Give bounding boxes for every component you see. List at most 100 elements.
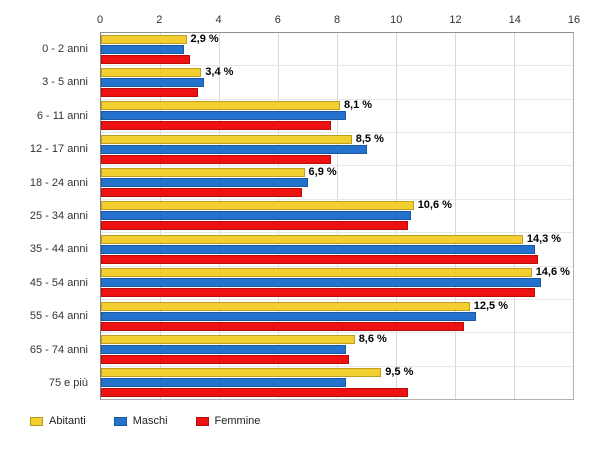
bar-track: 12,5 % bbox=[101, 299, 573, 312]
category-label: 25 - 34 anni bbox=[29, 209, 88, 222]
legend-item-abitanti: Abitanti bbox=[30, 415, 86, 427]
category-label: 18 - 24 anni bbox=[29, 176, 88, 189]
bar-group: 8,5 % bbox=[101, 132, 573, 167]
legend-label-femmine: Femmine bbox=[214, 415, 261, 427]
bar-abitanti bbox=[101, 101, 340, 111]
bar-group: 8,1 % bbox=[101, 99, 573, 134]
bar-track bbox=[101, 211, 573, 221]
bar-group: 12,5 % bbox=[101, 299, 573, 334]
femmine-swatch-icon bbox=[195, 416, 209, 426]
abitanti-swatch-icon bbox=[30, 416, 43, 426]
bar-track bbox=[101, 354, 573, 364]
bar-track: 9,5 % bbox=[101, 366, 573, 379]
bar-track: 14,3 % bbox=[101, 232, 573, 245]
plot-area: 2,9 % 3,4 % 8,1 % 8,5 % 6,9 % 10,6 % 14,3 % 14,… bbox=[100, 32, 574, 400]
bar-femmine bbox=[101, 188, 302, 198]
bar-maschi bbox=[101, 344, 346, 354]
bar-abitanti bbox=[101, 134, 352, 144]
x-tick-label: 14 bbox=[508, 14, 521, 26]
category-label: 3 - 5 anni bbox=[42, 76, 88, 89]
bar-track bbox=[101, 221, 573, 231]
bar-track bbox=[101, 244, 573, 254]
bar-track bbox=[101, 311, 573, 321]
bar-femmine bbox=[101, 54, 190, 64]
bar-track bbox=[101, 188, 573, 198]
x-tick-label: 12 bbox=[449, 14, 462, 26]
bar-abitanti bbox=[101, 168, 305, 178]
bar-femmine bbox=[101, 354, 349, 364]
value-label: 12,5 % bbox=[473, 299, 508, 312]
category-label: 45 - 54 anni bbox=[29, 276, 88, 289]
x-tick-label: 2 bbox=[156, 14, 163, 26]
x-tick-label: 6 bbox=[274, 14, 281, 26]
bar-maschi bbox=[101, 278, 541, 288]
bar-group: 6,9 % bbox=[101, 166, 573, 200]
bar-abitanti bbox=[101, 34, 187, 44]
category-label: 65 - 74 anni bbox=[29, 343, 88, 356]
bar-abitanti bbox=[101, 234, 523, 244]
bar-track bbox=[101, 88, 573, 98]
bar-track bbox=[101, 54, 573, 64]
legend-item-femmine: Femmine bbox=[195, 415, 261, 427]
value-label: 3,4 % bbox=[205, 66, 234, 79]
maschi-swatch-icon bbox=[113, 416, 127, 426]
bar-femmine bbox=[101, 221, 408, 231]
bar-maschi bbox=[101, 178, 308, 188]
bar-maschi bbox=[101, 78, 205, 88]
x-tick-label: 0 bbox=[96, 14, 104, 26]
x-tick-label: 4 bbox=[215, 14, 222, 26]
bar-track: 14,6 % bbox=[101, 266, 573, 279]
bar-track: 3,4 % bbox=[101, 66, 573, 79]
legend-label-maschi: Maschi bbox=[132, 415, 168, 427]
bar-track bbox=[101, 278, 573, 288]
value-label: 8,1 % bbox=[343, 99, 373, 112]
bar-abitanti bbox=[101, 201, 414, 211]
category-label: 55 - 64 anni bbox=[29, 310, 88, 323]
bar-track: 6,9 % bbox=[101, 166, 573, 179]
bar-maschi bbox=[101, 244, 535, 254]
value-label: 14,6 % bbox=[535, 266, 570, 279]
value-label: 9,5 % bbox=[385, 366, 414, 379]
bar-track: 8,6 % bbox=[101, 333, 573, 344]
value-label: 14,3 % bbox=[526, 232, 562, 245]
bar-track bbox=[101, 378, 573, 388]
legend: Abitanti Maschi Femmine bbox=[30, 415, 260, 427]
bar-maschi bbox=[101, 111, 346, 121]
value-label: 6,9 % bbox=[308, 166, 337, 179]
bar-track bbox=[101, 254, 573, 264]
bar-track bbox=[101, 321, 573, 331]
x-tick-label: 10 bbox=[390, 14, 403, 26]
value-label: 8,5 % bbox=[355, 132, 384, 145]
gridline bbox=[514, 33, 515, 399]
bar-maschi bbox=[101, 311, 476, 321]
value-label: 10,6 % bbox=[417, 199, 452, 212]
bar-maschi bbox=[101, 211, 411, 221]
bar-maschi bbox=[101, 44, 184, 54]
bar-track: 10,6 % bbox=[101, 199, 573, 212]
bar-group: 14,3 % bbox=[101, 232, 573, 267]
bar-femmine bbox=[101, 254, 538, 264]
category-label: 35 - 44 anni bbox=[29, 243, 88, 256]
bar-abitanti bbox=[101, 268, 532, 278]
bar-femmine bbox=[101, 154, 332, 164]
bar-group: 3,4 % bbox=[101, 66, 573, 100]
bar-track bbox=[101, 78, 573, 88]
bar-abitanti bbox=[101, 68, 202, 78]
bar-maschi bbox=[101, 144, 367, 154]
bar-track bbox=[101, 178, 573, 188]
category-label: 6 - 11 anni bbox=[36, 109, 88, 122]
bar-track bbox=[101, 44, 573, 54]
bar-maschi bbox=[101, 378, 346, 388]
bar-track: 2,9 % bbox=[101, 33, 573, 44]
bar-track bbox=[101, 121, 573, 131]
bar-group: 14,6 % bbox=[101, 267, 573, 300]
bar-track bbox=[101, 388, 573, 398]
bar-femmine bbox=[101, 121, 332, 131]
gridline bbox=[455, 33, 456, 399]
bar-femmine bbox=[101, 321, 464, 331]
bar-track bbox=[101, 154, 573, 164]
bar-track bbox=[101, 288, 573, 298]
bar-abitanti bbox=[101, 334, 355, 344]
bar-abitanti bbox=[101, 301, 470, 311]
